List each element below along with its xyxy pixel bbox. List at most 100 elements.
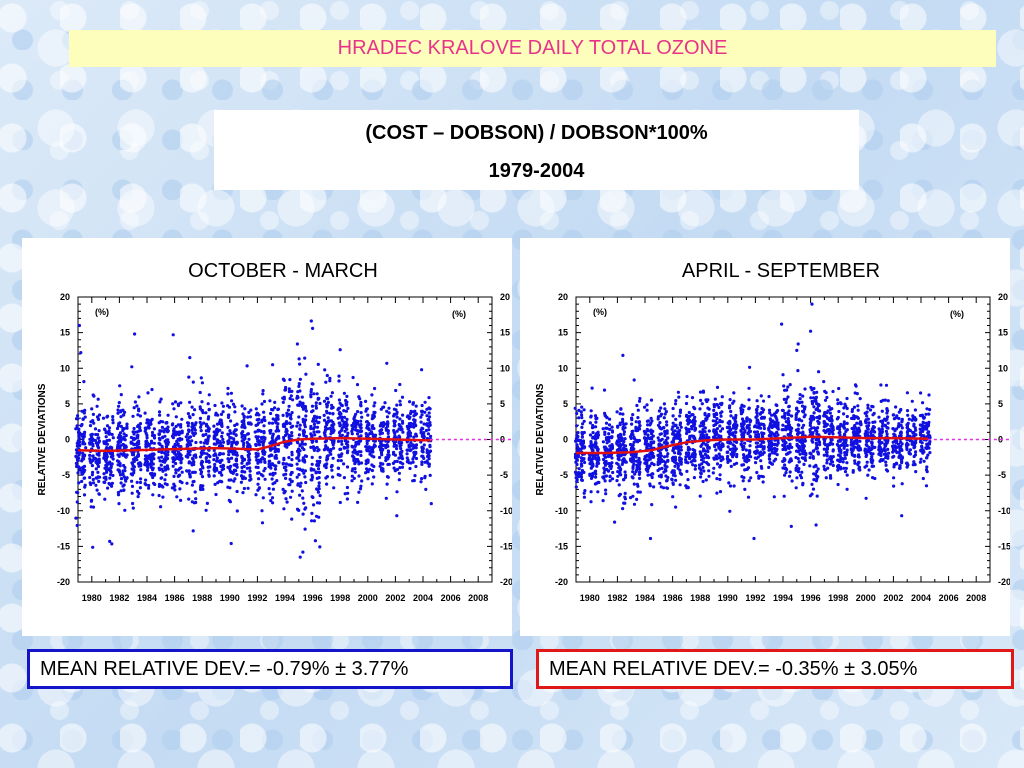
data-point bbox=[346, 491, 350, 495]
data-point bbox=[131, 430, 135, 434]
data-point bbox=[817, 370, 821, 374]
y-axis-label: RELATIVE DEVIATIONS bbox=[37, 383, 48, 495]
y-tick-label-left: 10 bbox=[558, 363, 568, 373]
data-point bbox=[391, 461, 395, 465]
data-point bbox=[746, 431, 750, 436]
data-point bbox=[812, 405, 816, 409]
data-point bbox=[803, 387, 807, 391]
data-point bbox=[589, 466, 593, 470]
data-point bbox=[422, 435, 426, 439]
data-point bbox=[803, 458, 808, 462]
data-point bbox=[103, 455, 107, 459]
data-point bbox=[772, 495, 776, 499]
data-point bbox=[398, 382, 402, 387]
data-point bbox=[798, 452, 802, 456]
data-point bbox=[649, 444, 653, 448]
data-point bbox=[802, 449, 807, 453]
data-point bbox=[739, 412, 743, 416]
data-point bbox=[781, 447, 785, 452]
data-point bbox=[644, 439, 648, 443]
data-point bbox=[648, 452, 652, 456]
data-point bbox=[175, 495, 179, 499]
data-point bbox=[342, 445, 346, 449]
data-point bbox=[231, 452, 235, 456]
data-point bbox=[812, 478, 816, 482]
y-axis-label: RELATIVE DEVIATIONS bbox=[535, 383, 546, 495]
subtitle-formula: (COST – DOBSON) / DOBSON*100% bbox=[365, 122, 708, 144]
data-point bbox=[284, 442, 288, 446]
data-point bbox=[174, 468, 178, 472]
data-point bbox=[769, 433, 773, 437]
data-point bbox=[229, 391, 233, 395]
data-point bbox=[622, 478, 626, 482]
data-point bbox=[607, 448, 611, 452]
data-point bbox=[837, 446, 841, 450]
data-point bbox=[604, 426, 608, 430]
data-point bbox=[165, 438, 169, 442]
data-point bbox=[670, 427, 674, 431]
data-point bbox=[331, 446, 336, 450]
data-point bbox=[172, 474, 176, 478]
data-point bbox=[75, 458, 80, 462]
data-point bbox=[704, 478, 708, 482]
data-point bbox=[781, 373, 785, 377]
data-point bbox=[136, 436, 140, 440]
data-point bbox=[843, 432, 847, 436]
data-point bbox=[345, 403, 349, 407]
data-point bbox=[784, 400, 788, 405]
data-point bbox=[575, 478, 579, 482]
data-point bbox=[287, 387, 291, 391]
data-point bbox=[628, 435, 633, 439]
data-point bbox=[372, 433, 376, 437]
data-point bbox=[852, 405, 857, 409]
data-point bbox=[427, 462, 431, 466]
data-point bbox=[411, 460, 415, 464]
y-tick-label-right: 20 bbox=[500, 292, 510, 302]
data-point bbox=[302, 471, 306, 475]
data-point bbox=[658, 421, 662, 425]
data-point bbox=[303, 460, 307, 464]
data-point bbox=[678, 439, 683, 443]
data-point bbox=[158, 438, 162, 442]
data-point bbox=[220, 401, 224, 405]
data-point bbox=[104, 431, 108, 435]
data-point bbox=[808, 456, 812, 460]
data-point bbox=[221, 404, 225, 408]
data-point bbox=[206, 439, 210, 443]
data-point bbox=[788, 442, 792, 446]
data-point bbox=[673, 464, 677, 468]
data-point bbox=[782, 494, 786, 498]
data-point bbox=[856, 454, 860, 459]
data-point bbox=[697, 463, 702, 467]
data-point bbox=[747, 479, 751, 483]
data-point bbox=[643, 405, 647, 409]
data-point bbox=[850, 407, 855, 412]
data-point bbox=[746, 454, 750, 458]
data-point bbox=[257, 477, 261, 481]
data-point bbox=[398, 417, 402, 421]
data-point bbox=[176, 423, 180, 427]
data-point bbox=[399, 426, 403, 430]
data-point bbox=[102, 472, 106, 476]
data-point bbox=[836, 402, 840, 406]
data-point bbox=[312, 392, 316, 396]
data-point bbox=[816, 467, 820, 471]
data-point bbox=[589, 458, 593, 462]
data-point bbox=[664, 469, 668, 473]
data-point bbox=[841, 424, 845, 428]
data-point bbox=[426, 452, 430, 456]
data-point bbox=[803, 439, 807, 443]
data-point bbox=[284, 420, 289, 424]
data-point bbox=[733, 424, 737, 428]
data-point bbox=[302, 501, 306, 505]
data-point bbox=[387, 411, 391, 415]
data-point bbox=[221, 463, 225, 467]
data-point bbox=[828, 462, 832, 466]
data-point bbox=[397, 434, 401, 438]
data-point bbox=[311, 417, 316, 421]
data-point bbox=[774, 416, 778, 420]
data-point bbox=[712, 405, 716, 409]
data-point bbox=[103, 428, 107, 432]
data-point bbox=[370, 482, 374, 486]
data-point bbox=[727, 420, 732, 424]
